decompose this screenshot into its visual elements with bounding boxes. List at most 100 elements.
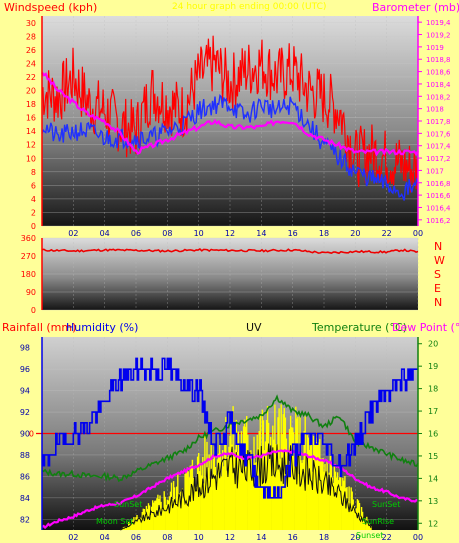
last-updated: 24 hour graph ending 00:00 (UTC): [172, 2, 326, 12]
wind-x-tick-label: 20: [350, 229, 360, 238]
temp-x-tick-label: 08: [162, 533, 172, 542]
wind-x-tick-label: 18: [319, 229, 329, 238]
wind-axes: 0246810121416182022242628301016,21016,41…: [26, 16, 451, 238]
humidity-label: Humidity (%): [66, 321, 138, 334]
baro-tick-label: 1016,8: [426, 180, 451, 188]
wind-x-tick-label: 12: [225, 229, 235, 238]
compass-letter: N: [434, 296, 442, 309]
temp-tick-label: 12: [428, 519, 438, 528]
wind-tick-label: 28: [26, 32, 36, 41]
compass-letter: N: [434, 240, 442, 253]
sunset-label-left: SunSet: [114, 500, 142, 509]
baro-tick-label: 1018,4: [426, 81, 451, 89]
temp-tick-label: 15: [428, 452, 438, 461]
wind-tick-label: 4: [31, 195, 36, 204]
wind-x-tick-label: 06: [131, 229, 141, 238]
barometer-line: [41, 71, 419, 157]
wind-tick-label: 2: [31, 208, 36, 217]
compass-letter: W: [434, 254, 445, 267]
wind-direction-line: [41, 248, 419, 255]
humidity-tick-label: 86: [20, 472, 30, 481]
humidity-line: [42, 357, 418, 499]
baro-tick-label: 1016,4: [426, 204, 451, 212]
wind-x-tick-label: 16: [288, 229, 298, 238]
baro-tick-label: 1019,2: [426, 32, 451, 40]
wind-x-tick-label: 14: [256, 229, 266, 238]
uv-label: UV: [246, 321, 262, 334]
sunset2-label: Sunset: [356, 531, 383, 540]
baro-tick-label: 1017,8: [426, 118, 451, 126]
temp-x-tick-label: 04: [100, 533, 110, 542]
wind-tick-label: 10: [26, 154, 36, 163]
direction-tick-label: 180: [21, 270, 36, 279]
direction-tick-label: 90: [26, 288, 36, 297]
wind-label: Windspeed (kph): [4, 1, 97, 14]
dew-label: Dew Point (°C: [392, 321, 459, 334]
temp-tick-label: 20: [428, 340, 438, 349]
temp-tick-label: 19: [428, 362, 438, 371]
wind-x-tick-label: 08: [162, 229, 172, 238]
direction-marks: [41, 248, 419, 255]
humidity-tick-label: 94: [20, 387, 30, 396]
direction-tick-label: 0: [31, 306, 36, 315]
temp-tick-label: 17: [428, 407, 438, 416]
wind-tick-label: 8: [31, 168, 36, 177]
humidity-tick-label: 88: [20, 451, 30, 460]
temp-x-tick-label: 00: [413, 533, 423, 542]
wind-tick-label: 26: [26, 46, 36, 55]
temp-tick-label: 14: [428, 474, 438, 483]
humidity-tick-label: 92: [20, 408, 30, 417]
baro-tick-label: 1018,6: [426, 69, 451, 77]
baro-tick-label: 1017,2: [426, 155, 451, 163]
wind-x-tick-label: 02: [68, 229, 78, 238]
rain-tick-label: 0: [29, 430, 34, 439]
wind-tick-label: 24: [26, 59, 36, 68]
direction-tick-label: 360: [21, 234, 36, 243]
humidity-tick-label: 90: [20, 430, 30, 439]
wind-marks: [41, 35, 419, 201]
temp-x-tick-label: 16: [288, 533, 298, 542]
temp-tick-label: 16: [428, 430, 438, 439]
baro-tick-label: 1016,6: [426, 192, 451, 200]
temp-x-tick-label: 06: [131, 533, 141, 542]
temp-tick-label: 13: [428, 497, 438, 506]
dewpoint-line: [41, 448, 419, 530]
wind-tick-label: 30: [26, 19, 36, 28]
wind-tick-label: 16: [26, 114, 36, 123]
baro-label: Barometer (mb): [372, 1, 459, 14]
wind-tick-label: 22: [26, 73, 36, 82]
temp-x-tick-label: 02: [68, 533, 78, 542]
humidity-tick-label: 96: [20, 365, 30, 374]
baro-tick-label: 1019: [426, 44, 444, 52]
temp-x-tick-label: 14: [256, 533, 266, 542]
compass-letter: S: [434, 268, 441, 281]
temp-tick-label: 18: [428, 385, 438, 394]
baro-tick-label: 1016,2: [426, 217, 451, 225]
compass-letter: E: [434, 282, 441, 295]
temp-x-tick-label: 20: [350, 533, 360, 542]
wind-tick-label: 12: [26, 141, 36, 150]
baro-tick-label: 1019,4: [426, 19, 451, 27]
wind-avg-line: [41, 93, 419, 201]
direction-tick-label: 270: [21, 252, 36, 261]
moonset-label: Moon Set: [96, 517, 133, 526]
temp-x-tick-label: 18: [319, 533, 329, 542]
wind-tick-label: 0: [31, 222, 36, 231]
wind-x-tick-label: 04: [100, 229, 110, 238]
solar-line: [120, 443, 372, 531]
wind-tick-label: 18: [26, 100, 36, 109]
humidity-tick-label: 82: [20, 515, 30, 524]
baro-tick-label: 1018,2: [426, 93, 451, 101]
baro-tick-label: 1018,8: [426, 56, 451, 64]
temp-marks: [36, 357, 419, 531]
wind-gust-line: [41, 35, 419, 197]
wind-tick-label: 20: [26, 87, 36, 96]
baro-tick-label: 1017: [426, 167, 444, 175]
rain-label: Rainfall (mm): [2, 321, 76, 334]
wind-x-tick-label: 00: [413, 229, 423, 238]
sunrise-label: SunRise: [362, 517, 394, 526]
baro-tick-label: 1017,4: [426, 143, 451, 151]
